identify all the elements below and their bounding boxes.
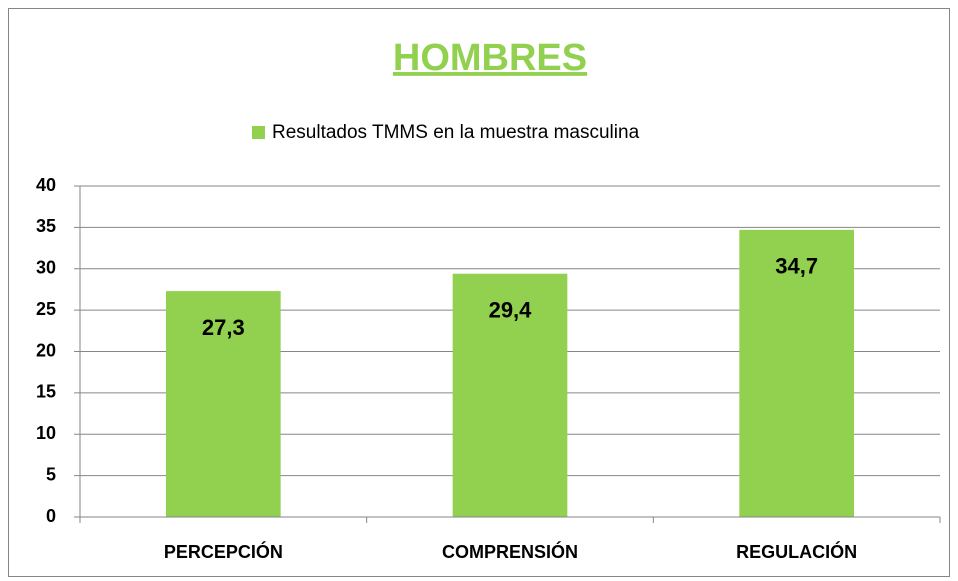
chart-title: HOMBRES xyxy=(393,37,587,79)
legend-swatch xyxy=(252,126,265,139)
y-tick-label: 5 xyxy=(46,464,56,484)
data-label: 34,7 xyxy=(775,254,818,279)
legend-label: Resultados TMMS en la muestra masculina xyxy=(272,122,640,143)
x-tick-label: PERCEPCIÓN xyxy=(164,541,283,562)
bar xyxy=(452,273,568,517)
y-tick-label: 35 xyxy=(36,216,56,236)
x-tick-label: COMPRENSIÓN xyxy=(442,541,578,562)
y-tick-label: 10 xyxy=(36,423,56,443)
y-tick-label: 20 xyxy=(36,340,56,360)
bar xyxy=(166,291,281,517)
y-tick-label: 0 xyxy=(46,506,56,526)
y-tick-label: 40 xyxy=(36,175,56,195)
x-tick-label: REGULACIÓN xyxy=(736,541,857,562)
bar xyxy=(739,229,854,518)
y-tick-label: 25 xyxy=(36,299,56,319)
data-label: 27,3 xyxy=(202,315,245,340)
y-tick-label: 30 xyxy=(36,258,56,278)
y-tick-label: 15 xyxy=(36,382,56,402)
data-label: 29,4 xyxy=(489,298,533,323)
